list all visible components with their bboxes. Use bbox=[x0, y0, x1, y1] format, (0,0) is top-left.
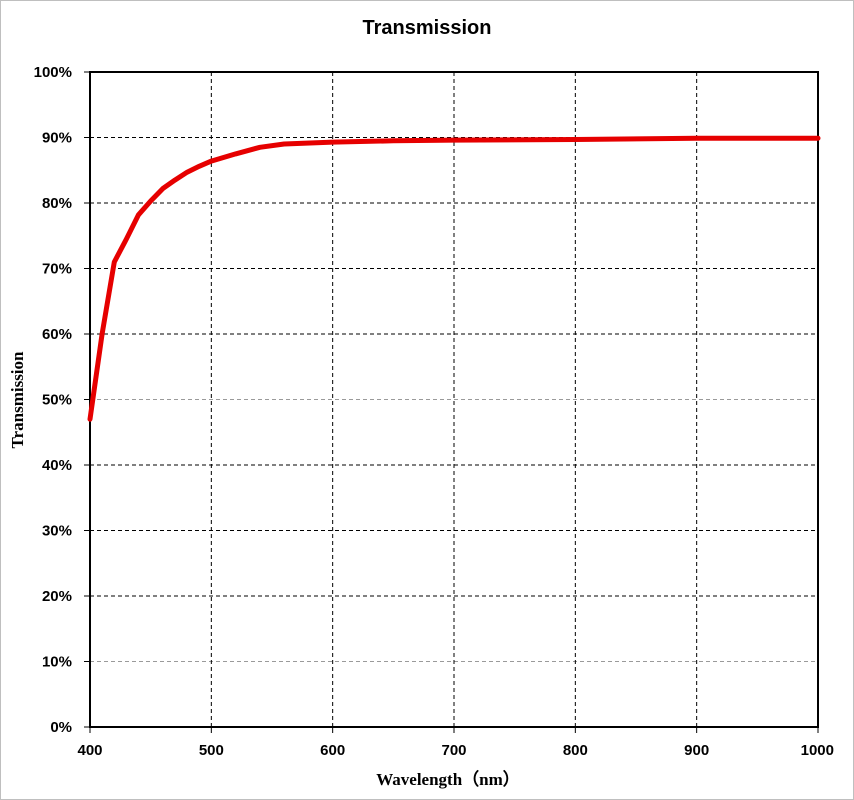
x-tick-label: 800 bbox=[563, 742, 588, 759]
y-axis-title: Transmission bbox=[8, 351, 27, 449]
grid bbox=[90, 72, 818, 727]
y-tick-label: 90% bbox=[42, 130, 72, 147]
series-line-transmission bbox=[87, 135, 821, 422]
series-layer bbox=[87, 135, 821, 422]
x-tick-label: 500 bbox=[199, 742, 224, 759]
y-tick-label: 0% bbox=[50, 719, 72, 736]
y-tick-label: 50% bbox=[42, 392, 72, 409]
y-tick-label: 100% bbox=[34, 64, 72, 81]
x-tick-label: 1000 bbox=[801, 742, 834, 759]
y-tick-label: 20% bbox=[42, 588, 72, 605]
x-tick-label: 600 bbox=[320, 742, 345, 759]
y-tick-label: 40% bbox=[42, 457, 72, 474]
y-axis-ticks: 0% 10% 20% 30% 40% 50% 60% 70% 80% 90% 100% bbox=[34, 64, 90, 736]
x-tick-label: 900 bbox=[684, 742, 709, 759]
x-tick-label: 700 bbox=[441, 742, 466, 759]
y-tick-label: 30% bbox=[42, 523, 72, 540]
x-axis-ticks: 400 500 600 700 800 900 1000 bbox=[77, 727, 834, 759]
y-tick-label: 80% bbox=[42, 195, 72, 212]
x-axis-title: Wavelength（nm） bbox=[376, 769, 520, 789]
chart-title: Transmission bbox=[363, 17, 492, 39]
y-tick-label: 60% bbox=[42, 326, 72, 343]
x-tick-label: 400 bbox=[77, 742, 102, 759]
y-tick-label: 10% bbox=[42, 654, 72, 671]
y-tick-label: 70% bbox=[42, 261, 72, 278]
